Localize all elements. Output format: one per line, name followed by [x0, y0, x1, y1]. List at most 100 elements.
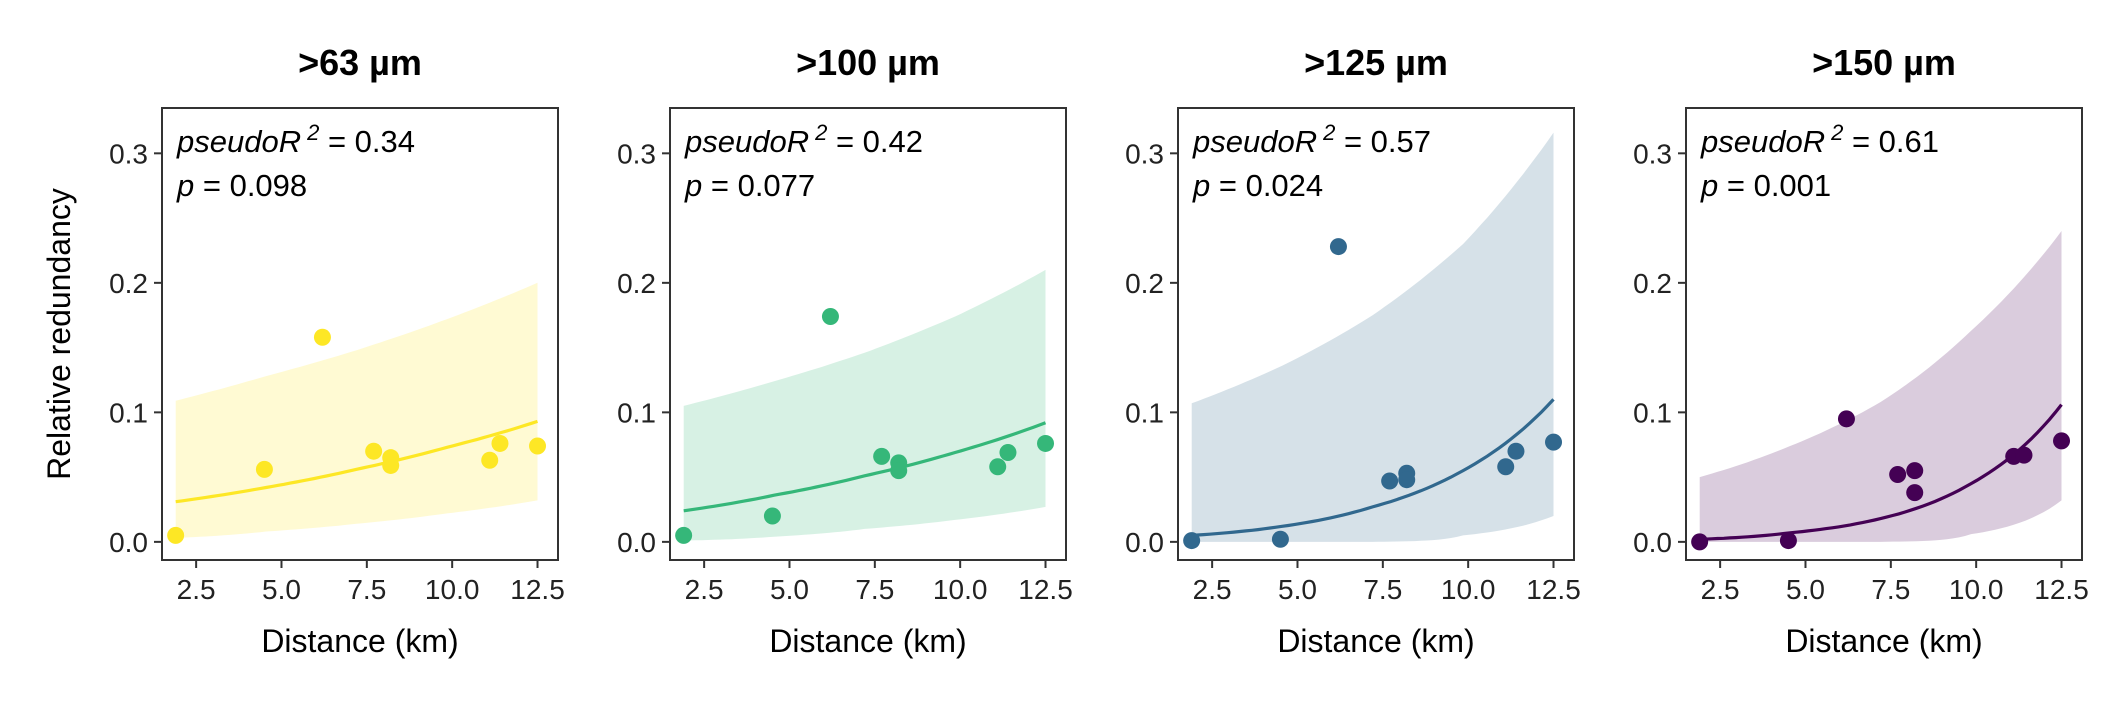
x-tick-label: 2.5: [1193, 574, 1232, 605]
x-tick-label: 12.5: [1018, 574, 1073, 605]
r2-annotation: pseudoR 2 = 0.42: [684, 120, 923, 159]
p-label: p: [176, 168, 194, 203]
p-annotation: p = 0.024: [1192, 168, 1323, 203]
data-point: [529, 437, 547, 455]
fit-line: [683, 421, 1047, 513]
y-tick-label: 0.1: [617, 397, 656, 428]
x-tick-label: 7.5: [1871, 574, 1910, 605]
panel-3: >125 µm 0.0 0.1 0.2 0.3 2.5 5.0 7.5 10.0 12.5 Dist…: [1125, 42, 1581, 659]
p-annotation: p = 0.098: [176, 168, 307, 203]
data-point: [873, 447, 891, 465]
confidence-band: [1699, 231, 2062, 542]
y-tick-label: 0.2: [617, 268, 656, 299]
r2-label: pseudoR: [1192, 124, 1317, 159]
y-tick-label: 0.0: [1633, 527, 1672, 558]
p-label: p: [1700, 168, 1718, 203]
x-tick-label: 5.0: [262, 574, 301, 605]
x-tick-label: 5.0: [1786, 574, 1825, 605]
y-tick-label: 0.3: [1125, 138, 1164, 169]
fit-line: [1191, 398, 1555, 537]
plot-frame: [1685, 107, 2083, 561]
data-point: [1037, 434, 1055, 452]
r2-label: pseudoR: [176, 124, 301, 159]
plot-frame: [1177, 107, 1575, 561]
data-point: [675, 526, 693, 544]
r2-label: pseudoR: [684, 124, 809, 159]
data-point: [1381, 472, 1399, 490]
plot-frame: [161, 107, 559, 561]
p-label: p: [684, 168, 702, 203]
data-point: [1779, 532, 1797, 550]
x-tick-label: 12.5: [510, 574, 565, 605]
y-tick-label: 0.0: [617, 527, 656, 558]
y-tick-label: 0.3: [1633, 138, 1672, 169]
data-point: [481, 451, 499, 469]
plot-frame: [669, 107, 1067, 561]
x-tick-label: 10.0: [1441, 574, 1496, 605]
data-point: [2053, 432, 2071, 450]
data-point: [167, 526, 185, 544]
x-axis-label: Distance (km): [769, 623, 966, 659]
x-tick-label: 12.5: [2034, 574, 2089, 605]
p-value: = 0.098: [194, 168, 307, 203]
data-point: [1889, 466, 1907, 484]
data-point: [255, 460, 273, 478]
panel-4: >150 µm 0.0 0.1 0.2 0.3 2.5 5.0 7.5 10.0 12.5 Dist…: [1633, 42, 2089, 659]
panel-1: >63 µm 0.0 0.1 0.2 0.3 2.5 5.0 7.5 10.0 12.5 Dista…: [41, 42, 565, 659]
data-point: [1507, 442, 1525, 460]
r2-value: = 0.42: [827, 124, 923, 159]
r2-value: = 0.57: [1335, 124, 1431, 159]
data-point: [313, 328, 331, 346]
fit-line: [1699, 403, 2063, 541]
panel-title: >125 µm: [1304, 42, 1448, 83]
y-tick-label: 0.2: [1633, 268, 1672, 299]
data-point: [2015, 446, 2033, 464]
data-point: [1906, 484, 1924, 502]
panel-title: >100 µm: [796, 42, 940, 83]
r2-annotation: pseudoR 2 = 0.61: [1700, 120, 1939, 159]
r2-value: = 0.34: [319, 124, 415, 159]
y-tick-label: 0.1: [1125, 397, 1164, 428]
data-point: [1691, 533, 1709, 551]
p-label: p: [1192, 168, 1210, 203]
data-point: [1329, 238, 1347, 256]
r2-value: = 0.61: [1843, 124, 1939, 159]
data-point: [1545, 433, 1563, 451]
x-tick-label: 2.5: [177, 574, 216, 605]
r2-superscript: 2: [814, 120, 827, 145]
y-axis-label: Relative redundancy: [41, 188, 77, 480]
data-point: [365, 442, 383, 460]
data-point: [1398, 471, 1416, 489]
r2-superscript: 2: [1830, 120, 1843, 145]
panel-title: >150 µm: [1812, 42, 1956, 83]
x-tick-label: 10.0: [1949, 574, 2004, 605]
x-tick-label: 7.5: [347, 574, 386, 605]
data-point: [1837, 410, 1855, 428]
p-value: = 0.077: [702, 168, 815, 203]
x-tick-label: 2.5: [1701, 574, 1740, 605]
y-tick-label: 0.0: [109, 527, 148, 558]
p-annotation: p = 0.077: [684, 168, 815, 203]
data-point: [999, 444, 1017, 462]
p-value: = 0.001: [1718, 168, 1831, 203]
x-tick-label: 5.0: [770, 574, 809, 605]
r2-superscript: 2: [1322, 120, 1335, 145]
y-tick-label: 0.2: [1125, 268, 1164, 299]
x-tick-label: 10.0: [933, 574, 988, 605]
data-point: [1183, 532, 1201, 550]
p-value: = 0.024: [1210, 168, 1323, 203]
y-tick-label: 0.2: [109, 268, 148, 299]
data-point: [821, 308, 839, 326]
x-axis-label: Distance (km): [1785, 623, 1982, 659]
confidence-band: [683, 269, 1046, 541]
fit-line: [175, 419, 538, 504]
p-annotation: p = 0.001: [1700, 168, 1831, 203]
data-point: [989, 458, 1007, 476]
x-tick-label: 10.0: [425, 574, 480, 605]
y-tick-label: 0.3: [617, 138, 656, 169]
r2-superscript: 2: [306, 120, 319, 145]
y-tick-label: 0.3: [109, 138, 148, 169]
x-tick-label: 12.5: [1526, 574, 1581, 605]
data-point: [890, 462, 908, 480]
